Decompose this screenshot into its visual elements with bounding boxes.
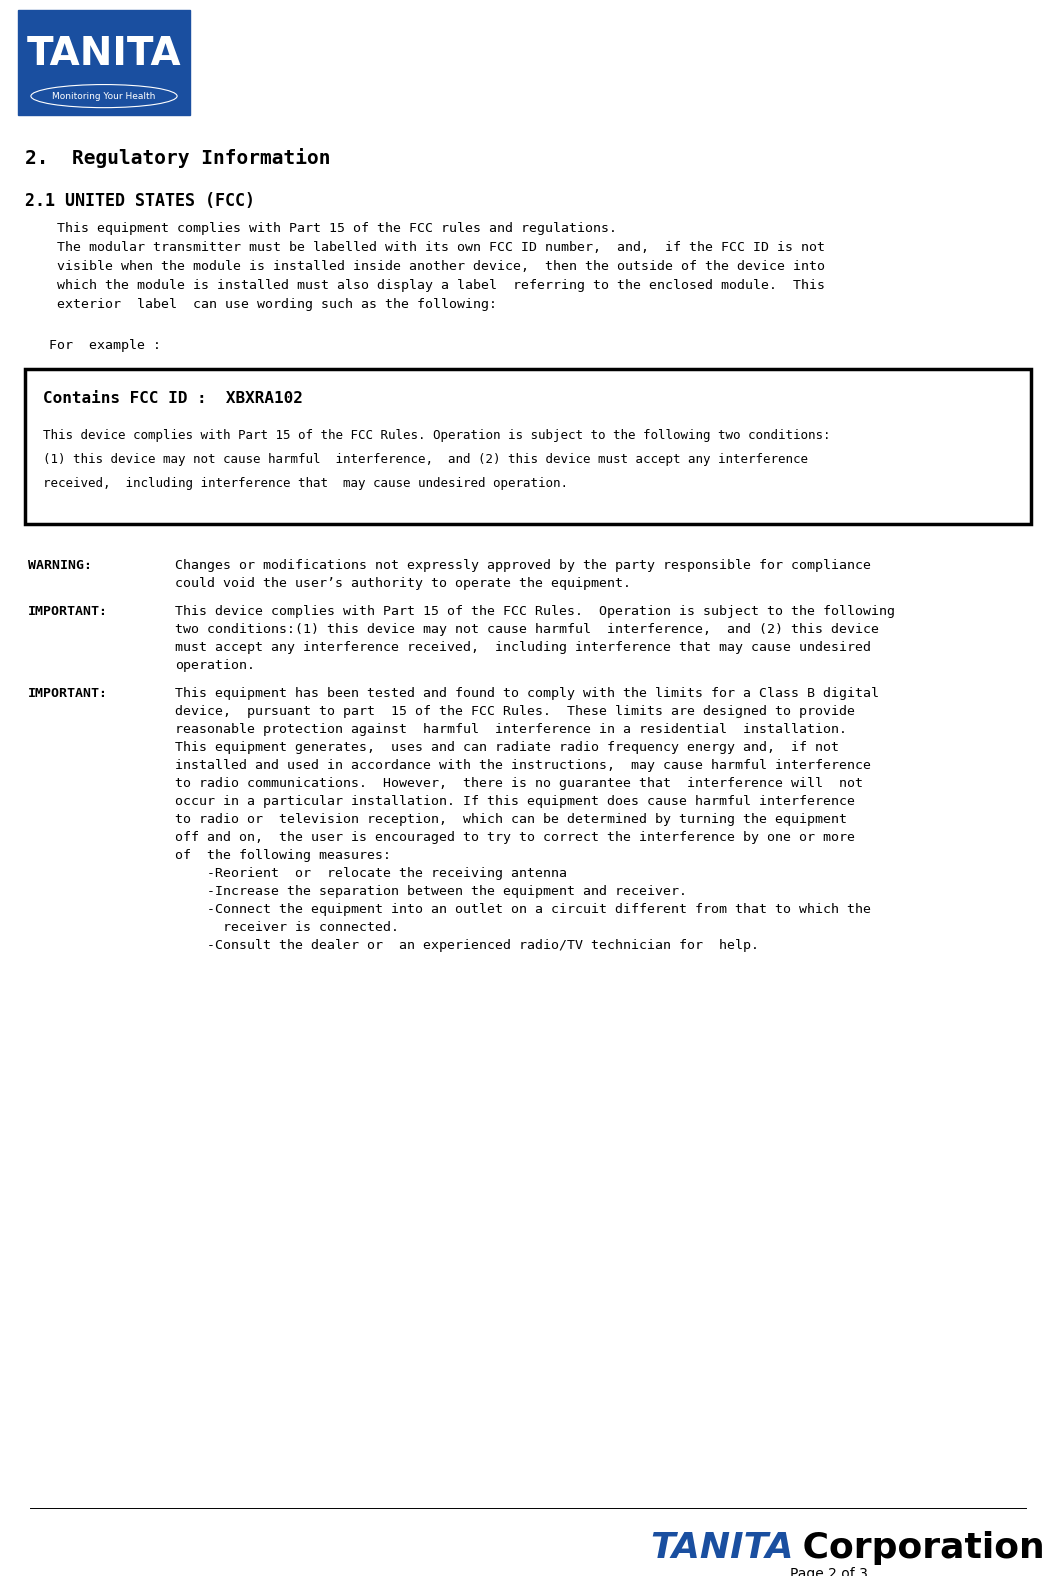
Text: could void the user’s authority to operate the equipment.: could void the user’s authority to opera… — [175, 577, 631, 589]
Text: received,  including interference that  may cause undesired operation.: received, including interference that ma… — [43, 478, 568, 490]
Text: off and on,  the user is encouraged to try to correct the interference by one or: off and on, the user is encouraged to tr… — [175, 831, 855, 845]
Text: TANITA: TANITA — [26, 35, 182, 72]
Text: to radio or  television reception,  which can be determined by turning the equip: to radio or television reception, which … — [175, 813, 847, 826]
Text: operation.: operation. — [175, 659, 254, 671]
Text: TANITA: TANITA — [650, 1530, 793, 1565]
Text: 2.  Regulatory Information: 2. Regulatory Information — [25, 148, 331, 169]
Text: Contains FCC ID :  XBXRA102: Contains FCC ID : XBXRA102 — [43, 391, 303, 407]
Text: -Reorient  or  relocate the receiving antenna: -Reorient or relocate the receiving ante… — [175, 867, 567, 879]
Text: Monitoring Your Health: Monitoring Your Health — [53, 91, 155, 101]
Text: reasonable protection against  harmful  interference in a residential  installat: reasonable protection against harmful in… — [175, 723, 847, 736]
Text: -Connect the equipment into an outlet on a circuit different from that to which : -Connect the equipment into an outlet on… — [175, 903, 871, 916]
Text: The modular transmitter must be labelled with its own FCC ID number,  and,  if t: The modular transmitter must be labelled… — [25, 241, 825, 254]
Text: which the module is installed must also display a label  referring to the enclos: which the module is installed must also … — [25, 279, 825, 292]
Text: IMPORTANT:: IMPORTANT: — [29, 687, 108, 700]
Text: Changes or modifications not expressly approved by the party responsible for com: Changes or modifications not expressly a… — [175, 559, 871, 572]
Text: must accept any interference received,  including interference that may cause un: must accept any interference received, i… — [175, 641, 871, 654]
Text: This device complies with Part 15 of the FCC Rules.  Operation is subject to the: This device complies with Part 15 of the… — [175, 605, 895, 618]
Text: This equipment generates,  uses and can radiate radio frequency energy and,  if : This equipment generates, uses and can r… — [175, 741, 840, 753]
Text: This equipment complies with Part 15 of the FCC rules and regulations.: This equipment complies with Part 15 of … — [25, 222, 617, 235]
Text: Corporation: Corporation — [790, 1530, 1044, 1565]
Text: -Consult the dealer or  an experienced radio/TV technician for  help.: -Consult the dealer or an experienced ra… — [175, 939, 759, 952]
FancyBboxPatch shape — [18, 9, 190, 115]
Text: of  the following measures:: of the following measures: — [175, 849, 391, 862]
Text: two conditions:(1) this device may not cause harmful  interference,  and (2) thi: two conditions:(1) this device may not c… — [175, 623, 879, 637]
Text: (1) this device may not cause harmful  interference,  and (2) this device must a: (1) this device may not cause harmful in… — [43, 452, 808, 466]
FancyBboxPatch shape — [25, 369, 1031, 523]
Text: receiver is connected.: receiver is connected. — [175, 920, 399, 935]
Text: visible when the module is installed inside another device,  then the outside of: visible when the module is installed ins… — [25, 260, 825, 273]
Text: For  example :: For example : — [25, 339, 161, 351]
Text: This device complies with Part 15 of the FCC Rules. Operation is subject to the : This device complies with Part 15 of the… — [43, 429, 830, 441]
Text: WARNING:: WARNING: — [29, 559, 108, 572]
Text: installed and used in accordance with the instructions,  may cause harmful inter: installed and used in accordance with th… — [175, 760, 871, 772]
Text: occur in a particular installation. If this equipment does cause harmful interfe: occur in a particular installation. If t… — [175, 794, 855, 808]
Text: This equipment has been tested and found to comply with the limits for a Class B: This equipment has been tested and found… — [175, 687, 879, 700]
Text: Page 2 of 3: Page 2 of 3 — [790, 1567, 868, 1576]
Text: device,  pursuant to part  15 of the FCC Rules.  These limits are designed to pr: device, pursuant to part 15 of the FCC R… — [175, 704, 855, 719]
Text: -Increase the separation between the equipment and receiver.: -Increase the separation between the equ… — [175, 886, 687, 898]
Text: to radio communications.  However,  there is no guarantee that  interference wil: to radio communications. However, there … — [175, 777, 863, 790]
Text: exterior  label  can use wording such as the following:: exterior label can use wording such as t… — [25, 298, 497, 310]
Text: IMPORTANT:: IMPORTANT: — [29, 605, 108, 618]
Text: 2.1 UNITED STATES (FCC): 2.1 UNITED STATES (FCC) — [25, 192, 254, 210]
